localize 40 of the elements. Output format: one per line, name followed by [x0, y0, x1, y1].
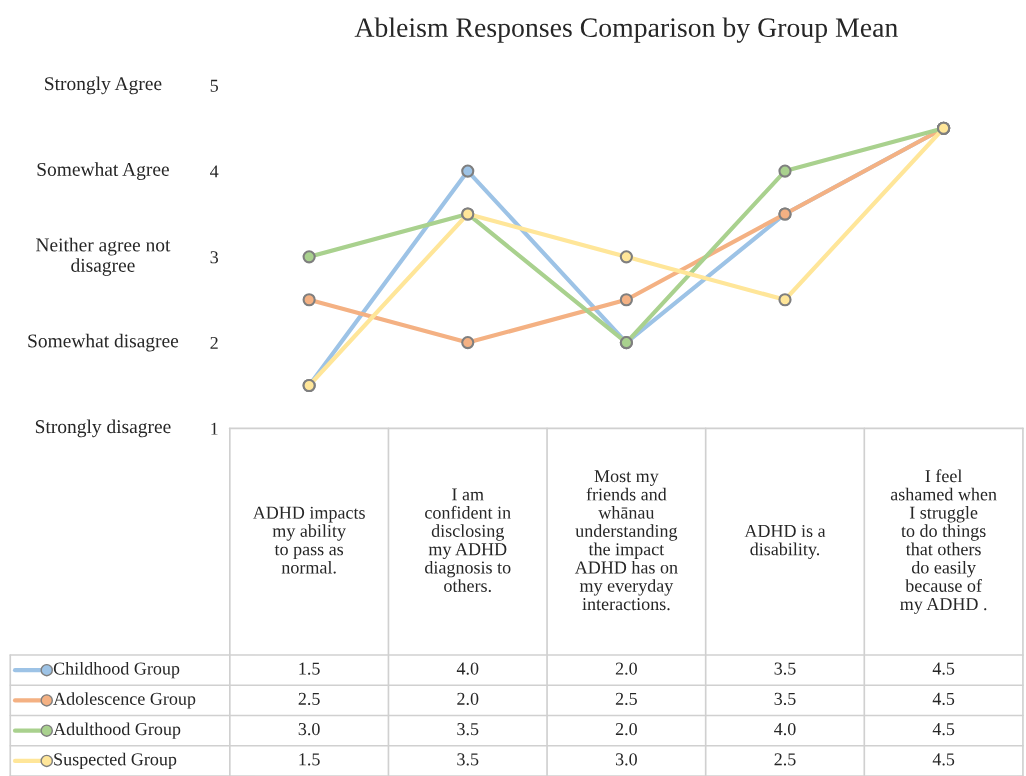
data-label: 4.5	[932, 723, 955, 736]
text: Strongly Agree	[45, 76, 162, 95]
legend-label: Adulthood Group	[53, 722, 181, 739]
y-tick-label: 3	[210, 251, 219, 264]
x-tick-label: I am confident in disclosing my ADHD diagnosis to others.	[425, 488, 511, 592]
legend-label: Suspected Group	[54, 752, 177, 770]
data-label: 1.5	[299, 753, 320, 766]
data-label: 4.5	[932, 753, 955, 766]
legend-label: Childhood Group	[53, 661, 180, 679]
y-tick-label: 4	[210, 165, 219, 178]
data-label: 2.5	[298, 692, 320, 705]
data-label: 2.0	[615, 722, 637, 736]
text: Somewhat disagree	[28, 333, 179, 352]
data-label: 3.5	[457, 723, 479, 736]
data-label: 4.5	[932, 662, 955, 675]
data-label: 2.5	[615, 692, 637, 705]
data-label: 3.5	[774, 662, 796, 675]
y-tick-label: 5	[210, 79, 219, 92]
text: Strongly disagree	[35, 419, 171, 438]
data-label: 4.0	[456, 662, 479, 675]
x-tick-label: I feel ashamed when I struggle to do things that others do easily because of my ADHD .	[890, 469, 997, 614]
chart-title: Ableism Responses Comparison by Group Mean	[354, 17, 898, 43]
text: Somewhat Agree	[37, 162, 169, 180]
y-tick-label: 1	[211, 422, 218, 435]
x-tick-label: ADHD impacts my ability to pass as normal.	[252, 506, 365, 574]
data-label: 2.0	[457, 692, 479, 705]
x-tick-label: Most my friends and whānau understanding the impact ADHD has on my everyday interactions.	[574, 470, 678, 611]
data-label: 3.5	[774, 692, 796, 705]
legend-label: Adolescence Group	[53, 692, 196, 709]
data-label: 3.0	[298, 722, 320, 736]
x-tick-label: ADHD is a disability.	[744, 524, 826, 560]
data-label: 2.0	[615, 662, 637, 675]
text: Neither agree not disagree	[36, 237, 171, 276]
data-label: 4.5	[932, 692, 955, 705]
data-label: 3.0	[615, 753, 637, 766]
data-label: 4.0	[774, 722, 796, 736]
data-label: 2.5	[774, 753, 796, 766]
y-tick-label: 2	[210, 336, 218, 349]
data-label: 3.5	[457, 753, 479, 766]
data-label: 1.5	[299, 662, 320, 675]
